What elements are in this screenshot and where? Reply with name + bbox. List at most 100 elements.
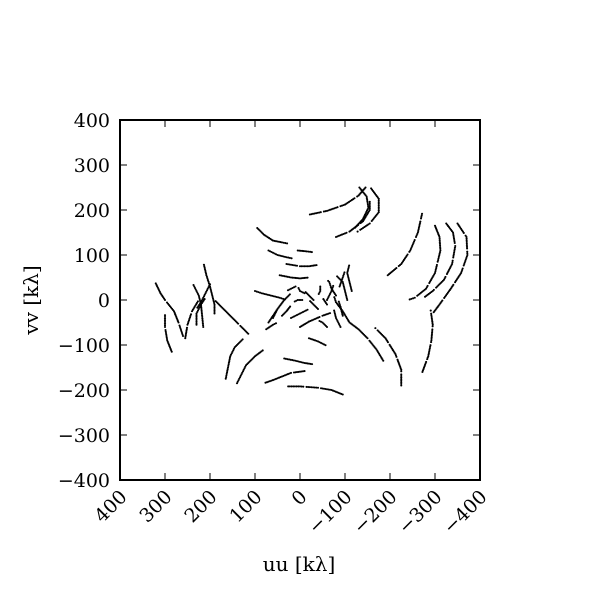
data-point [201,315,204,318]
x-tick-label: 400 [90,486,131,527]
data-point [429,345,432,348]
data-point [437,257,440,260]
data-point [206,277,209,280]
data-point [435,286,438,289]
data-point [400,375,403,378]
data-point [445,272,448,276]
y-tick-label: −100 [58,335,110,357]
data-point [280,297,283,300]
data-point [225,371,229,374]
data-point [185,326,189,329]
data-point [427,355,430,358]
data-point [353,197,356,200]
data-point [333,297,336,300]
data-point [410,297,413,300]
data-point [376,329,379,332]
y-tick-label: −300 [58,425,110,447]
y-tick-label: −200 [58,380,110,402]
data-point [253,289,257,293]
data-point [430,334,433,337]
data-point [288,385,291,388]
data-point [316,386,320,389]
data-point [312,386,315,389]
data-point [163,320,167,323]
data-point [228,356,231,359]
data-point [366,203,369,206]
data-point [284,357,287,360]
data-point [368,339,371,342]
data-point [298,385,302,388]
data-point [432,311,435,314]
data-point [289,305,292,308]
data-point [310,386,313,389]
data-point [465,242,468,245]
data-point [302,385,305,388]
data-point [319,288,322,291]
data-point [324,344,327,347]
data-point [300,385,303,388]
data-point [430,317,433,320]
data-point [319,211,322,214]
data-point [368,200,371,203]
data-point [163,317,167,320]
data-point [285,256,288,259]
data-point [428,281,431,285]
data-point [295,385,298,388]
data-point [315,386,318,389]
data-point [286,275,289,278]
data-point [309,300,312,303]
data-point [366,198,369,201]
data-point [465,237,468,240]
data-point [431,328,434,331]
data-point [430,336,433,339]
data-point [213,306,216,309]
data-point [306,308,309,311]
data-point [425,360,428,364]
data-point [453,249,456,252]
data-point [370,219,373,223]
data-point [315,264,318,267]
data-point [226,369,229,372]
data-point [438,242,442,245]
data-point [283,357,286,360]
data-point [275,309,278,312]
data-point [283,298,286,301]
data-point [337,300,340,303]
data-point [163,325,167,329]
axis-ticks [119,119,481,481]
data-point [465,235,468,239]
data-point [189,313,193,316]
data-point [213,304,216,308]
data-point [261,349,264,352]
y-tick-label: 200 [74,200,110,222]
data-point [437,255,440,258]
data-point [310,251,313,254]
data-point [274,322,278,325]
data-point [454,244,457,248]
data-point [318,316,321,319]
x-tick-label: −200 [349,486,401,538]
data-point [421,212,424,215]
data-point [334,301,338,304]
data-point [287,256,290,259]
data-point [297,286,300,290]
data-point [439,249,442,252]
data-point [452,256,455,259]
data-point [227,364,230,367]
data-point [225,374,228,377]
data-point [195,320,198,323]
data-point [427,353,430,356]
data-point [377,199,380,202]
data-point [338,302,341,305]
data-point [301,298,304,302]
data-point [293,300,296,303]
data-point [213,310,216,314]
data-point [465,240,468,243]
data-point [282,241,285,244]
data-point [322,298,325,301]
data-point [443,296,446,299]
data-point [342,273,345,276]
data-point [202,325,205,329]
data-point [413,238,416,242]
data-point [299,298,302,302]
